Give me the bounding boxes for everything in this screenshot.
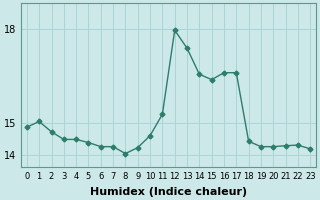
X-axis label: Humidex (Indice chaleur): Humidex (Indice chaleur)	[90, 187, 247, 197]
